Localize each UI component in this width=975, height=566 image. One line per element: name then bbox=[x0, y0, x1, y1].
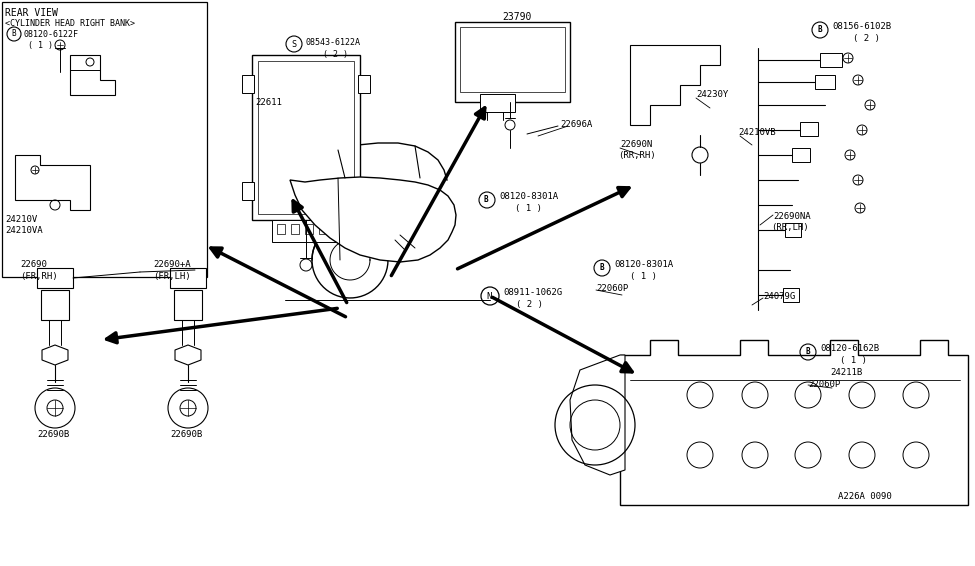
Text: (RR,LH): (RR,LH) bbox=[771, 223, 808, 232]
Polygon shape bbox=[620, 340, 968, 505]
Bar bbox=[358, 75, 370, 93]
Bar bbox=[800, 122, 818, 136]
Text: 24210VA: 24210VA bbox=[5, 226, 43, 235]
Bar bbox=[455, 22, 570, 102]
Bar bbox=[174, 290, 202, 320]
Bar bbox=[820, 53, 842, 67]
Bar bbox=[252, 55, 360, 220]
Text: 23790: 23790 bbox=[502, 12, 531, 22]
Bar bbox=[2, 2, 207, 277]
Text: ( 2 ): ( 2 ) bbox=[516, 300, 543, 309]
Text: 22690B: 22690B bbox=[37, 430, 69, 439]
Bar bbox=[319, 224, 327, 234]
Text: 22611: 22611 bbox=[255, 98, 282, 107]
Text: 24230Y: 24230Y bbox=[696, 90, 728, 99]
Text: 24210VB: 24210VB bbox=[738, 128, 776, 137]
Text: (FR,RH): (FR,RH) bbox=[20, 272, 58, 281]
Bar bbox=[170, 268, 206, 288]
Text: B: B bbox=[805, 347, 809, 356]
Text: ( 1 ): ( 1 ) bbox=[28, 41, 53, 50]
Text: 24211B: 24211B bbox=[830, 368, 862, 377]
Bar bbox=[815, 75, 835, 89]
Text: B: B bbox=[11, 29, 16, 38]
Text: ( 1 ): ( 1 ) bbox=[630, 272, 657, 281]
Text: 22690: 22690 bbox=[20, 260, 47, 269]
Bar bbox=[291, 224, 299, 234]
Text: S: S bbox=[291, 40, 296, 49]
Text: B: B bbox=[599, 263, 604, 272]
Text: 24079G: 24079G bbox=[763, 292, 796, 301]
Text: 22060P: 22060P bbox=[808, 380, 840, 389]
Text: B: B bbox=[484, 195, 488, 204]
Text: ( 2 ): ( 2 ) bbox=[853, 34, 879, 43]
Text: ( 1 ): ( 1 ) bbox=[840, 356, 867, 365]
Bar bbox=[358, 182, 370, 200]
Bar bbox=[783, 288, 799, 302]
Polygon shape bbox=[175, 345, 201, 365]
Polygon shape bbox=[570, 355, 625, 475]
Bar bbox=[37, 268, 73, 288]
Text: <CYLINDER HEAD RIGHT BANK>: <CYLINDER HEAD RIGHT BANK> bbox=[5, 19, 135, 28]
Text: 08156-6102B: 08156-6102B bbox=[832, 22, 891, 31]
Text: 08911-1062G: 08911-1062G bbox=[503, 288, 563, 297]
Bar bbox=[272, 220, 337, 242]
Bar bbox=[41, 290, 69, 320]
Bar bbox=[242, 75, 254, 93]
Text: 22696A: 22696A bbox=[560, 120, 592, 129]
Text: (FR,LH): (FR,LH) bbox=[153, 272, 191, 281]
Polygon shape bbox=[70, 55, 115, 95]
Bar bbox=[305, 224, 313, 234]
Text: 08120-8301A: 08120-8301A bbox=[499, 192, 558, 201]
Polygon shape bbox=[290, 177, 456, 262]
Text: (RR,RH): (RR,RH) bbox=[618, 151, 655, 160]
Bar bbox=[460, 27, 565, 92]
Bar bbox=[785, 223, 801, 237]
Text: N: N bbox=[486, 292, 491, 301]
Text: 22060P: 22060P bbox=[596, 284, 628, 293]
Text: 08120-8301A: 08120-8301A bbox=[614, 260, 673, 269]
Bar bbox=[480, 94, 515, 112]
Text: 08120-6162B: 08120-6162B bbox=[820, 344, 879, 353]
Text: 08120-6122F: 08120-6122F bbox=[24, 30, 79, 39]
Text: 08543-6122A: 08543-6122A bbox=[305, 38, 360, 47]
Polygon shape bbox=[630, 45, 720, 125]
Text: A226A 0090: A226A 0090 bbox=[838, 492, 892, 501]
Bar bbox=[792, 148, 810, 162]
Text: 24210V: 24210V bbox=[5, 215, 37, 224]
Text: 22690B: 22690B bbox=[170, 430, 202, 439]
Text: REAR VIEW: REAR VIEW bbox=[5, 8, 58, 18]
Bar bbox=[277, 224, 285, 234]
Text: ( 1 ): ( 1 ) bbox=[515, 204, 542, 213]
Text: 22690N: 22690N bbox=[620, 140, 652, 149]
Text: B: B bbox=[817, 25, 822, 34]
Polygon shape bbox=[42, 345, 68, 365]
Text: ( 2 ): ( 2 ) bbox=[323, 50, 348, 59]
Text: 22690+A: 22690+A bbox=[153, 260, 191, 269]
Polygon shape bbox=[15, 155, 90, 210]
Bar bbox=[242, 182, 254, 200]
Bar bbox=[258, 61, 354, 214]
Text: 22690NA: 22690NA bbox=[773, 212, 810, 221]
